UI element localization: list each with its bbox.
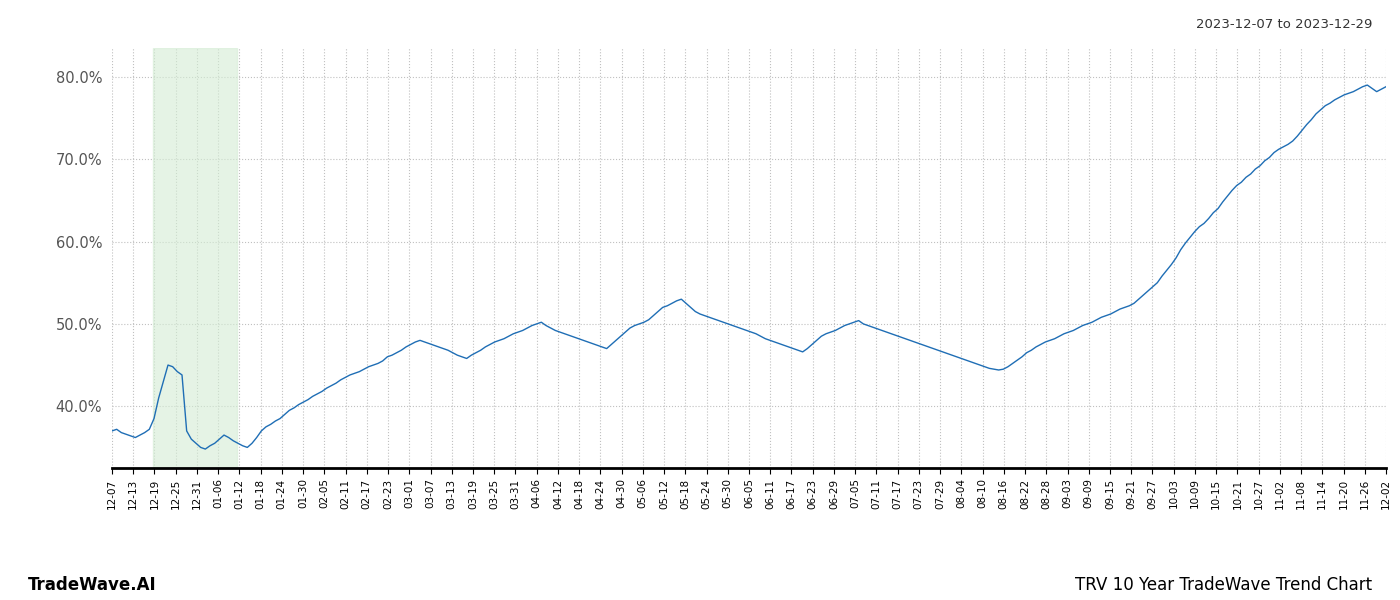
Bar — [153, 48, 237, 468]
Text: TradeWave.AI: TradeWave.AI — [28, 576, 157, 594]
Text: 2023-12-07 to 2023-12-29: 2023-12-07 to 2023-12-29 — [1196, 18, 1372, 31]
Text: TRV 10 Year TradeWave Trend Chart: TRV 10 Year TradeWave Trend Chart — [1075, 576, 1372, 594]
